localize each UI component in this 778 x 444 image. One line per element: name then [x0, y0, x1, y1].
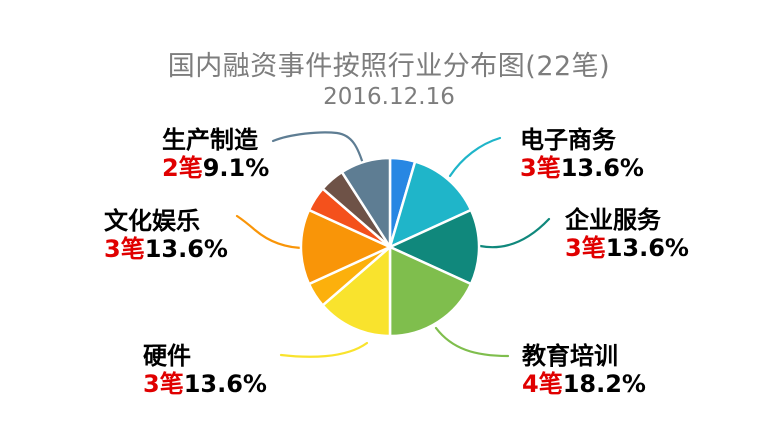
- label-education-count: 4笔: [522, 370, 563, 398]
- label-manufacturing-value: 2笔9.1%: [162, 154, 269, 182]
- label-manufacturing-pct: 9.1%: [202, 154, 270, 182]
- leader-line-hardware: [279, 341, 369, 358]
- leader-line-enterprise: [478, 217, 551, 249]
- pie-slice-硬件[interactable]: [321, 245, 392, 338]
- label-ecommerce-pct: 13.6%: [560, 154, 644, 182]
- label-hardware-value: 3笔13.6%: [143, 370, 267, 398]
- label-hardware: 硬件 3笔13.6%: [143, 342, 267, 398]
- label-ecommerce-name: 电子商务: [520, 126, 616, 154]
- label-hardware-pct: 13.6%: [183, 370, 267, 398]
- label-culture-value: 3笔13.6%: [104, 235, 228, 263]
- leader-line-ecommerce: [448, 136, 502, 178]
- label-enterprise-value: 3笔13.6%: [565, 234, 689, 262]
- leader-line-culture: [235, 214, 312, 250]
- label-hardware-name: 硬件: [143, 342, 191, 370]
- label-education-pct: 18.2%: [562, 370, 646, 398]
- label-ecommerce-value: 3笔13.6%: [520, 154, 644, 182]
- label-manufacturing-count: 2笔: [162, 154, 203, 182]
- leader-lines: [235, 131, 551, 358]
- pie-slice-电子商务[interactable]: [388, 160, 473, 249]
- pie-slice-教育培训[interactable]: [388, 245, 473, 338]
- label-education-value: 4笔18.2%: [522, 370, 646, 398]
- pie-slice-文化娱乐[interactable]: [299, 208, 392, 286]
- pie-slice-生产制造[interactable]: [340, 156, 392, 249]
- label-enterprise: 企业服务 3笔13.6%: [565, 206, 689, 262]
- label-hardware-count: 3笔: [143, 370, 184, 398]
- label-ecommerce: 电子商务 3笔13.6%: [520, 126, 644, 182]
- label-culture: 文化娱乐 3笔13.6%: [104, 207, 228, 263]
- label-culture-name: 文化娱乐: [104, 207, 200, 235]
- leader-line-manufacturing: [271, 131, 366, 169]
- label-culture-count: 3笔: [104, 235, 145, 263]
- label-enterprise-name: 企业服务: [565, 206, 661, 234]
- pie-slices: [299, 156, 481, 338]
- chart-title: 国内融资事件按照行业分布图(22笔): [167, 51, 611, 82]
- chart-subtitle: 2016.12.16: [323, 84, 455, 110]
- label-education-name: 教育培训: [522, 342, 618, 370]
- label-manufacturing-name: 生产制造: [162, 126, 258, 154]
- leader-line-education: [434, 326, 510, 358]
- label-ecommerce-count: 3笔: [520, 154, 561, 182]
- label-enterprise-pct: 13.6%: [605, 234, 689, 262]
- label-education: 教育培训 4笔18.2%: [522, 342, 646, 398]
- label-culture-pct: 13.6%: [144, 235, 228, 263]
- pie-slice-企业服务[interactable]: [388, 208, 481, 286]
- label-enterprise-count: 3笔: [565, 234, 606, 262]
- label-manufacturing: 生产制造 2笔9.1%: [162, 126, 269, 182]
